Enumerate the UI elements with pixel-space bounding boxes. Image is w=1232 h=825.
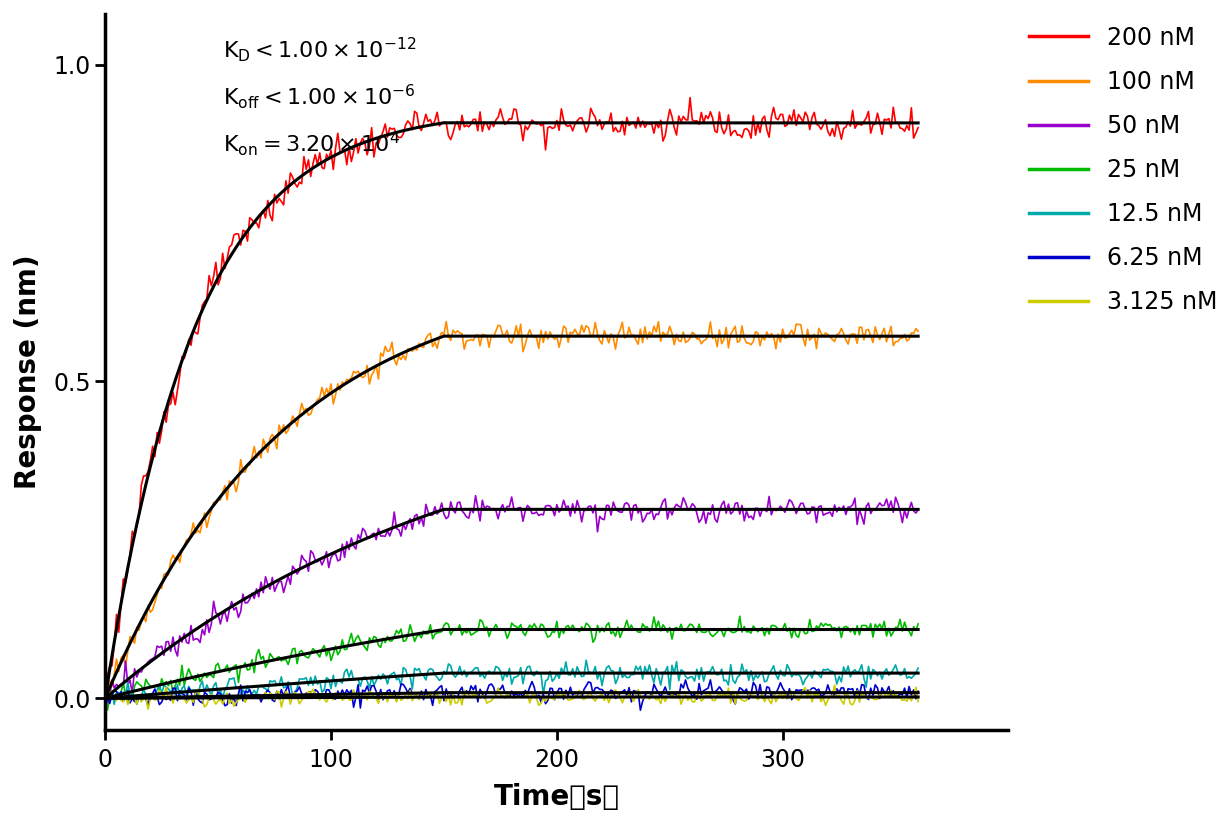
Legend: 200 nM, 100 nM, 50 nM, 25 nM, 12.5 nM, 6.25 nM, 3.125 nM: 200 nM, 100 nM, 50 nM, 25 nM, 12.5 nM, 6… xyxy=(1029,26,1217,314)
Text: $\mathrm{K_D<1.00\times10^{-12}}$
$\mathrm{K_{off}<1.00\times10^{-6}}$
$\mathrm{: $\mathrm{K_D<1.00\times10^{-12}}$ $\math… xyxy=(223,35,416,158)
X-axis label: Time（s）: Time（s） xyxy=(494,783,620,811)
Y-axis label: Response (nm): Response (nm) xyxy=(14,255,42,489)
